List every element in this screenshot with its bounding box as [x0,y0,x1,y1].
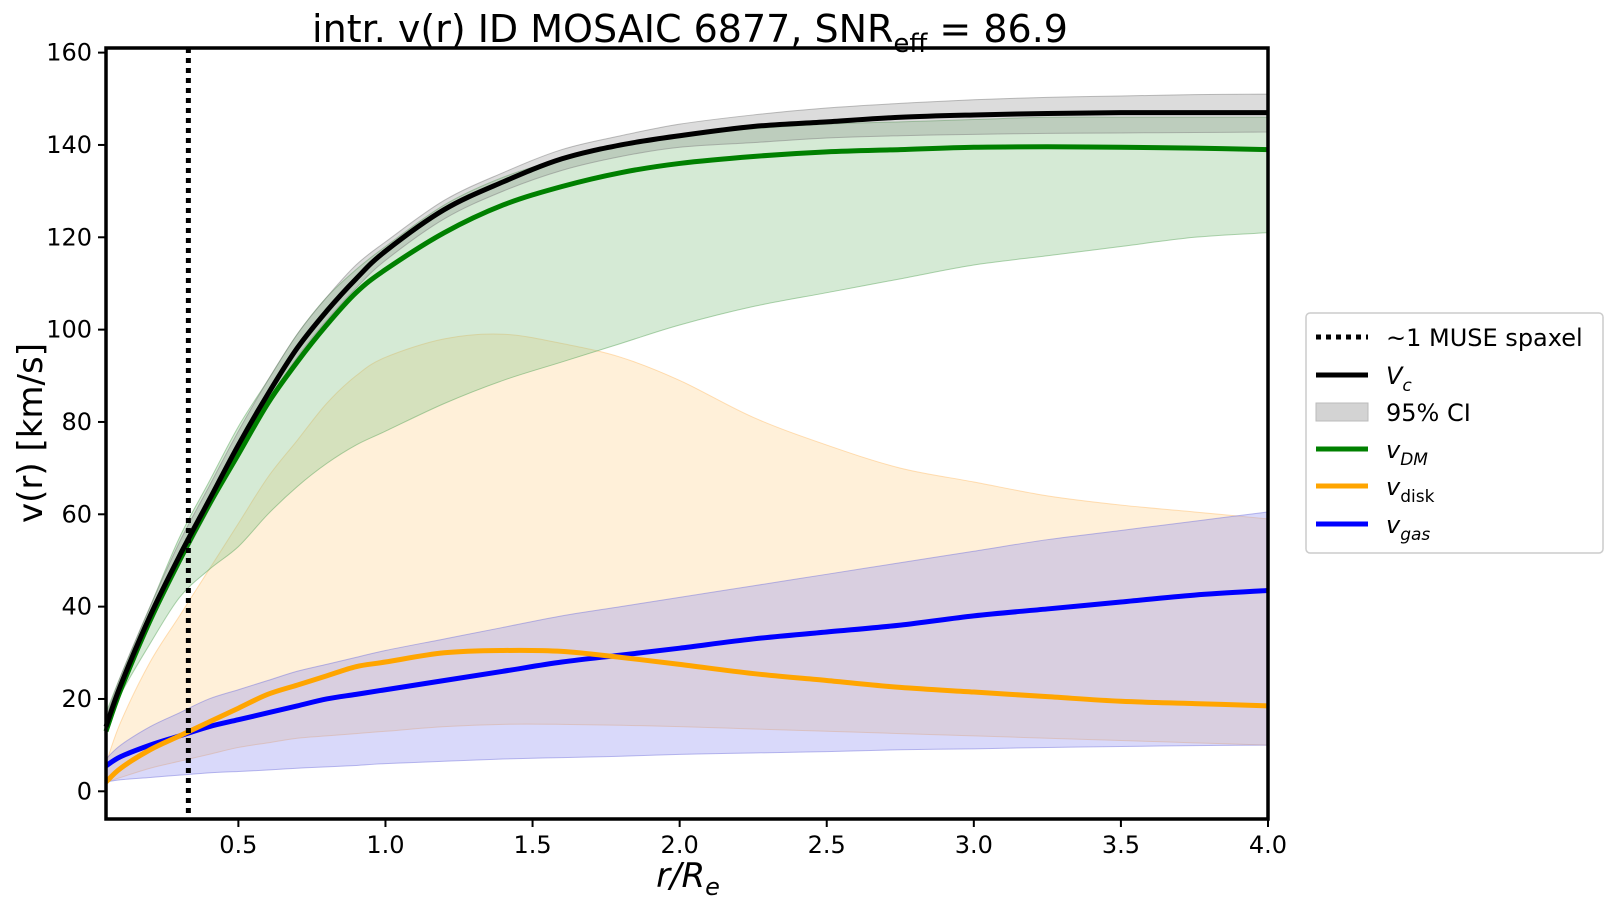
legend: ~1 MUSE spaxel Vc 95% CI vDM vdisk vgas [1305,312,1604,554]
y-axis-ticks: 0 20 40 60 80 100 120 140 160 [46,39,106,805]
y-axis-label: v(r) [km/s] [11,343,51,523]
legend-label-vgas: vgas [1386,511,1430,545]
x-tick-label: 2.5 [808,831,846,859]
legend-patch-95ci [1315,402,1369,422]
legend-label-vdm: vDM [1386,436,1428,470]
y-tick-label: 120 [46,223,92,251]
series-line-vdisk [104,647,1269,784]
x-tick-label: 2.0 [661,831,699,859]
y-tick-label: 40 [61,593,92,621]
x-axis-ticks: 0.5 1.0 1.5 2.0 2.5 3.0 3.5 4.0 [219,819,1287,859]
chart-title: intr. v(r) ID MOSAIC 6877, SNReff = 86.9 [312,7,1068,59]
series-line-vc [103,110,1268,728]
legend-label-vdisk: vdisk [1386,473,1435,507]
x-tick-label: 1.0 [366,831,404,859]
x-tick-label: 0.5 [219,831,257,859]
y-tick-label: 80 [61,408,92,436]
x-tick-label: 1.5 [513,831,551,859]
y-tick-label: 0 [77,777,92,805]
x-tick-label: 3.5 [1102,831,1140,859]
confidence-bands [105,93,1269,783]
legend-label-muse-spaxel: ~1 MUSE spaxel [1386,324,1583,352]
legend-label-95ci: 95% CI [1386,399,1471,427]
y-tick-label: 100 [46,316,92,344]
legend-label-vc: Vc [1386,362,1412,396]
series-line-vgas [104,587,1269,769]
y-tick-label: 140 [46,131,92,159]
series-lines [103,110,1269,784]
legend-box [1305,312,1604,554]
y-tick-label: 60 [61,500,92,528]
y-tick-label: 20 [61,685,92,713]
x-tick-label: 4.0 [1249,831,1287,859]
plot-frame [104,46,1270,821]
x-tick-label: 3.0 [955,831,993,859]
y-tick-label: 160 [46,39,92,67]
x-axis-label: r/Re [656,856,720,901]
